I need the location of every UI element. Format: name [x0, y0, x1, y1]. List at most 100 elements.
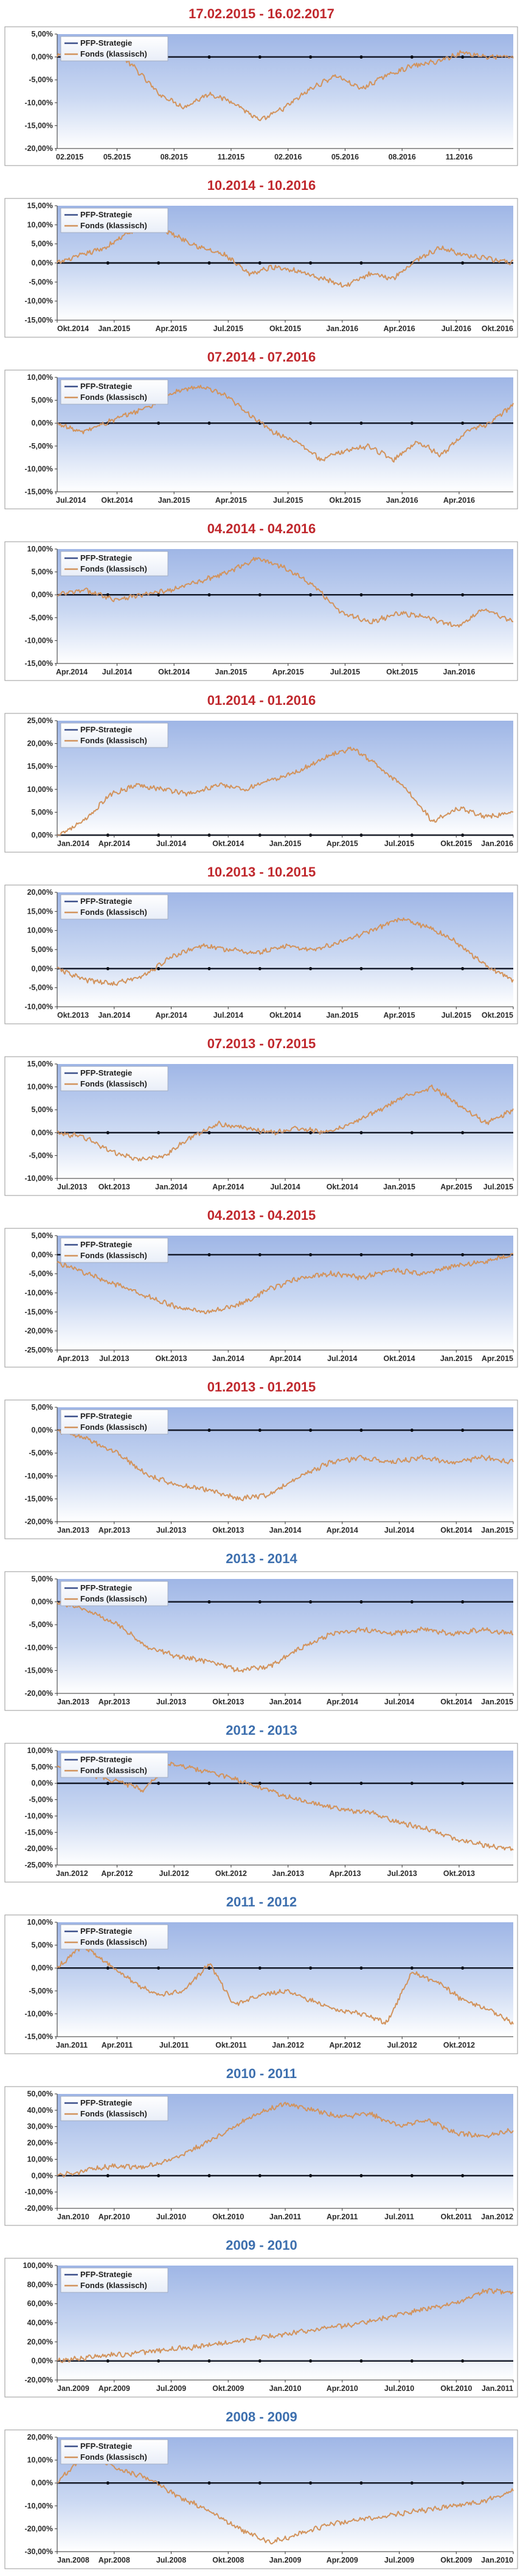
x-tick-label: Okt.2013: [212, 1698, 244, 1706]
y-tick-label: 0,00%: [32, 1426, 53, 1435]
y-tick-label: -5,00%: [29, 75, 53, 84]
y-tick-label: -10,00%: [24, 1289, 53, 1297]
legend-item-pfp: PFP-Strategie: [80, 553, 132, 562]
series-line-fonds: [57, 1600, 514, 1673]
x-tick-label: Apr.2014: [212, 1183, 244, 1191]
chart-panel: 2012 - 2013 -25,00% -20,00% -15,00% -10,00% -…: [0, 1717, 523, 1888]
x-tick-label: Okt.2015: [440, 839, 472, 848]
x-tick-label: 05.2016: [331, 153, 359, 161]
x-tick-label: Jan.2016: [443, 668, 476, 676]
x-tick-label: Apr.2013: [329, 1869, 361, 1878]
x-tick-label: Okt.2014: [158, 668, 190, 676]
y-tick-label: -5,00%: [29, 278, 53, 286]
x-tick-label: 02.2016: [274, 153, 302, 161]
x-tick-label: Jan.2010: [481, 2556, 513, 2564]
y-tick-label: -5,00%: [29, 1620, 53, 1629]
legend-item-fonds: Fonds (klassisch): [80, 1766, 147, 1775]
y-tick-label: 40,00%: [27, 2106, 53, 2115]
x-tick-label: 11.2015: [218, 153, 245, 161]
x-tick-label: Jul.2014: [327, 1354, 357, 1363]
chart-panel: 2013 - 2014 -20,00% -15,00% -10,00% -5,00% 0,…: [0, 1545, 523, 1717]
y-tick-label: 5,00%: [32, 945, 53, 954]
x-tick-label: Jul.2010: [384, 2384, 414, 2393]
y-tick-label: 10,00%: [27, 785, 53, 794]
legend-box: [60, 1581, 168, 1606]
x-tick-label: Apr.2009: [327, 2556, 358, 2564]
legend-box: [60, 2096, 168, 2121]
x-tick-label: Jul.2014: [213, 1011, 243, 1020]
x-tick-label: Okt.2011: [441, 2213, 472, 2221]
x-tick-label: Jan.2015: [215, 668, 248, 676]
y-tick-label: 5,00%: [32, 1231, 53, 1240]
x-tick-label: Jan.2014: [57, 839, 89, 848]
x-tick-label: Okt.2014: [327, 1183, 358, 1191]
x-tick-label: Apr.2014: [56, 668, 88, 676]
chart-panel: 2009 - 2010 -20,00% 0,00% 20,00% 40,00% 60,00…: [0, 2231, 523, 2403]
x-tick-label: Okt.2014: [440, 1698, 472, 1706]
y-tick-label: -5,00%: [29, 1270, 53, 1278]
legend-box: [60, 1066, 168, 1091]
y-tick-label: 0,00%: [32, 1129, 53, 1137]
chart-panel: 01.2014 - 01.2016 0,00% 5,00% 10,00% 15,00% 2…: [0, 687, 523, 858]
x-tick-label: Jul.2013: [156, 1698, 186, 1706]
x-tick-label: 08.2015: [161, 153, 188, 161]
y-tick-label: -10,00%: [24, 99, 53, 107]
y-tick-label: 20,00%: [27, 2433, 53, 2441]
x-tick-label: 11.2016: [446, 153, 473, 161]
x-tick-label: Jan.2015: [383, 1183, 415, 1191]
series-line-fonds: [57, 2287, 514, 2364]
legend-item-fonds: Fonds (klassisch): [80, 1594, 147, 1603]
y-tick-label: 15,00%: [27, 201, 53, 210]
line-chart: 2009 - 2010 -20,00% 0,00% 20,00% 40,00% 60,00…: [4, 2238, 518, 2398]
x-tick-label: Apr.2009: [99, 2384, 130, 2393]
y-tick-label: -15,00%: [24, 2032, 53, 2041]
y-tick-label: 5,00%: [32, 568, 53, 576]
y-tick-label: 15,00%: [27, 907, 53, 915]
y-tick-label: -10,00%: [24, 1472, 53, 1480]
legend-box: [60, 1409, 168, 1435]
x-tick-label: Okt.2011: [215, 2041, 246, 2049]
x-tick-label: Jan.2016: [481, 839, 513, 848]
x-tick-label: Jul.2015: [330, 668, 360, 676]
x-tick-label: Apr.2010: [327, 2384, 358, 2393]
line-chart: 2008 - 2009 -30,00% -20,00% -10,00% 0,00% 10,…: [4, 2409, 518, 2569]
y-tick-label: -10,00%: [24, 2188, 53, 2196]
series-line-fonds: [57, 917, 514, 986]
x-tick-label: Jul.2012: [387, 2041, 417, 2049]
chart-panel: 2008 - 2009 -30,00% -20,00% -10,00% 0,00% 10,…: [0, 2403, 523, 2575]
legend-item-pfp: PFP-Strategie: [80, 2270, 132, 2279]
y-tick-label: 0,00%: [32, 259, 53, 267]
y-tick-label: -10,00%: [24, 1003, 53, 1011]
y-tick-label: 10,00%: [27, 220, 53, 229]
x-tick-label: Jan.2012: [481, 2213, 513, 2221]
y-tick-label: 5,00%: [32, 1763, 53, 1771]
x-tick-label: Jan.2015: [326, 1011, 358, 1020]
x-tick-label: Apr.2015: [440, 1183, 472, 1191]
x-tick-label: Jul.2011: [384, 2213, 414, 2221]
x-tick-label: Jan.2009: [57, 2384, 89, 2393]
x-tick-label: Jan.2015: [98, 324, 130, 333]
x-tick-label: Apr.2013: [99, 1698, 130, 1706]
x-tick-label: Jan.2014: [155, 1183, 187, 1191]
y-tick-label: -10,00%: [24, 2502, 53, 2510]
legend-item-pfp: PFP-Strategie: [80, 2098, 132, 2107]
x-tick-label: Jan.2013: [57, 1698, 89, 1706]
legend-item-fonds: Fonds (klassisch): [80, 1251, 147, 1260]
x-tick-label: Jan.2014: [269, 1698, 302, 1706]
y-tick-label: 5,00%: [32, 1575, 53, 1583]
chart-panel: 01.2013 - 01.2015 -20,00% -15,00% -10,00% -5…: [0, 1373, 523, 1545]
x-tick-label: Apr.2010: [99, 2213, 130, 2221]
x-tick-label: Jul.2013: [57, 1183, 87, 1191]
x-tick-label: Apr.2011: [102, 2041, 133, 2049]
legend-item-pfp: PFP-Strategie: [80, 725, 132, 734]
series-line-fonds: [57, 1429, 514, 1502]
x-tick-label: Okt.2010: [212, 2213, 244, 2221]
chart-title: 2010 - 2011: [226, 2066, 297, 2081]
y-tick-label: 0,00%: [32, 53, 53, 61]
y-tick-label: -20,00%: [24, 1327, 53, 1335]
